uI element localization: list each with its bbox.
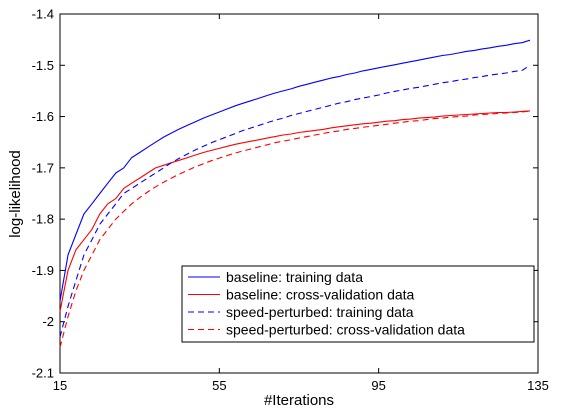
x-tick-label: 15	[53, 378, 67, 393]
y-axis-label: log-likelihood	[7, 150, 24, 238]
legend: baseline: training data baseline: cross-v…	[181, 265, 535, 343]
y-tick-label: -2.1	[32, 366, 54, 381]
legend-entry: speed-perturbed: cross-validation data	[226, 322, 465, 338]
y-tick-label: -1.5	[32, 58, 54, 73]
legend-entry: speed-perturbed: training data	[226, 304, 414, 320]
y-tick-label: -1.4	[32, 7, 54, 22]
y-tick-label: -1.7	[32, 160, 54, 175]
series-line-2	[59, 110, 531, 312]
y-tick-label: -1.8	[32, 212, 54, 227]
series-layer	[59, 39, 531, 348]
series-line-1	[59, 39, 531, 302]
x-tick-label: 135	[527, 378, 549, 393]
series-line-4	[59, 110, 531, 348]
legend-entry: baseline: training data	[226, 269, 363, 285]
legend-entry: baseline: cross-validation data	[226, 287, 415, 303]
y-tick-label: -2	[42, 314, 54, 329]
x-axis-label: #Iterations	[264, 392, 334, 409]
legend-box	[181, 265, 535, 343]
x-tick-label: 95	[371, 378, 385, 393]
x-tick-label: 55	[212, 378, 226, 393]
y-tick-label: -1.6	[32, 109, 54, 124]
y-tick-label: -1.9	[32, 263, 54, 278]
ticks-layer: 15 55 95 135 -2.1 -2 -1.9 -1.8 -1.7 -1.6 -1.5 -1.4	[32, 7, 549, 394]
